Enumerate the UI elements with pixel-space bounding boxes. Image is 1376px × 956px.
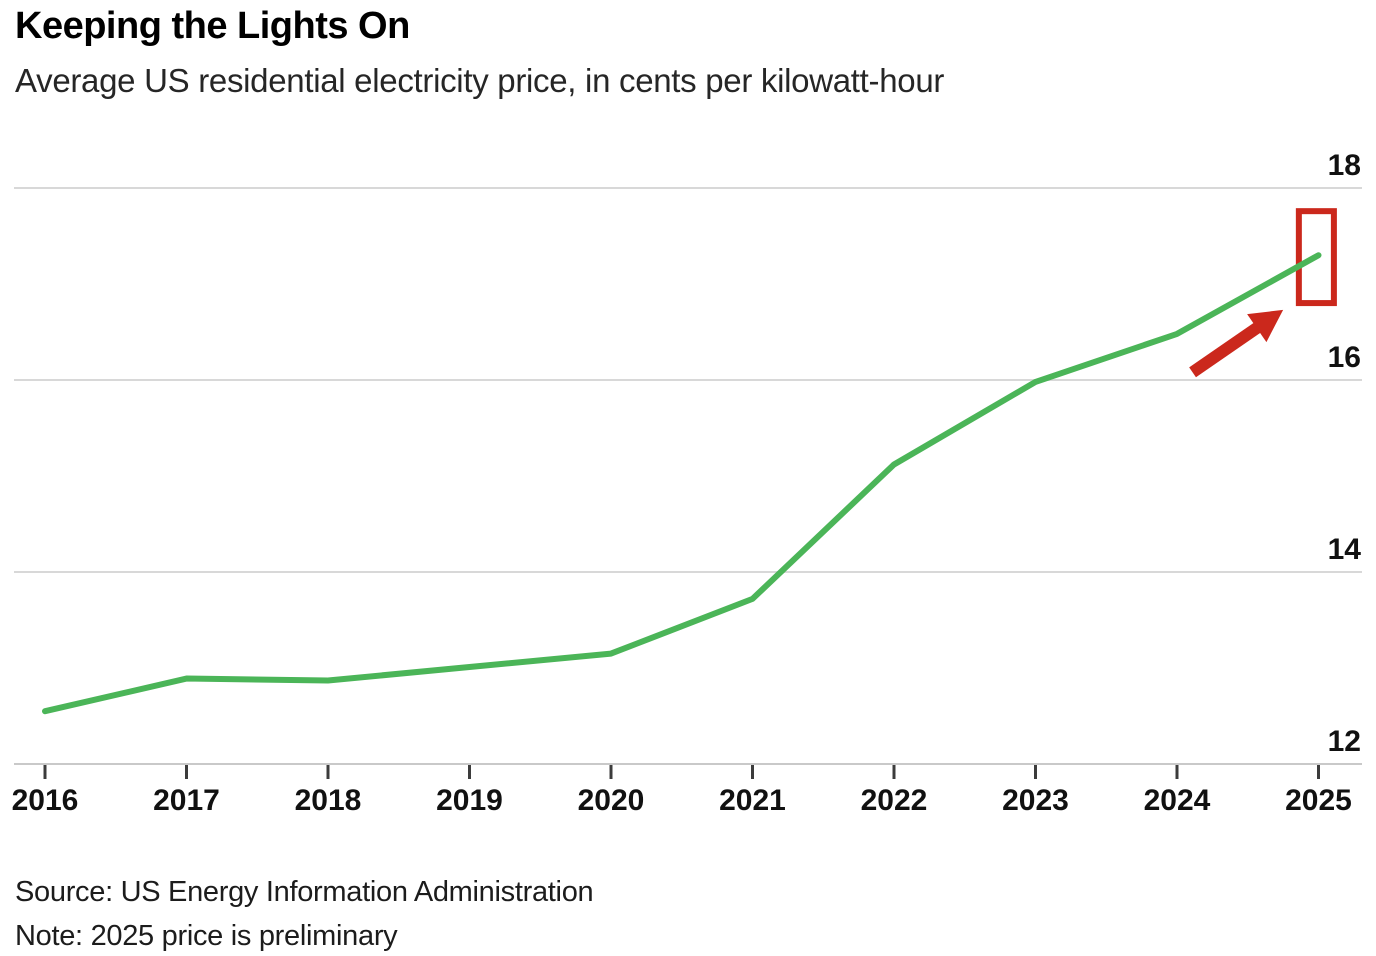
x-tick-label: 2022 — [861, 784, 928, 817]
x-tick-label: 2021 — [719, 784, 786, 817]
y-tick-label: 14 — [1328, 533, 1362, 566]
trend-arrow-head — [1247, 309, 1284, 343]
preliminary-note: Note: 2025 price is preliminary — [15, 920, 398, 952]
trend-arrow-shaft — [1189, 320, 1265, 378]
chart-title: Keeping the Lights On — [15, 5, 410, 47]
x-tick-label: 2024 — [1144, 784, 1211, 817]
source-note: Source: US Energy Information Administra… — [15, 876, 594, 908]
x-tick-label: 2025 — [1285, 784, 1352, 817]
x-tick-label: 2016 — [12, 784, 79, 817]
chart-subtitle: Average US residential electricity price… — [15, 62, 945, 99]
y-tick-label: 18 — [1328, 149, 1361, 182]
y-tick-label: 12 — [1328, 725, 1361, 758]
x-tick-label: 2019 — [436, 784, 503, 817]
x-tick-label: 2017 — [153, 784, 220, 817]
x-tick-label: 2018 — [295, 784, 362, 817]
price-line — [42, 252, 1322, 715]
x-tick-label: 2023 — [1002, 784, 1069, 817]
y-tick-label: 16 — [1328, 341, 1361, 374]
chart-footer: Source: US Energy Information Administra… — [15, 870, 594, 956]
highlight-box — [1295, 208, 1337, 307]
x-tick-label: 2020 — [578, 784, 645, 817]
